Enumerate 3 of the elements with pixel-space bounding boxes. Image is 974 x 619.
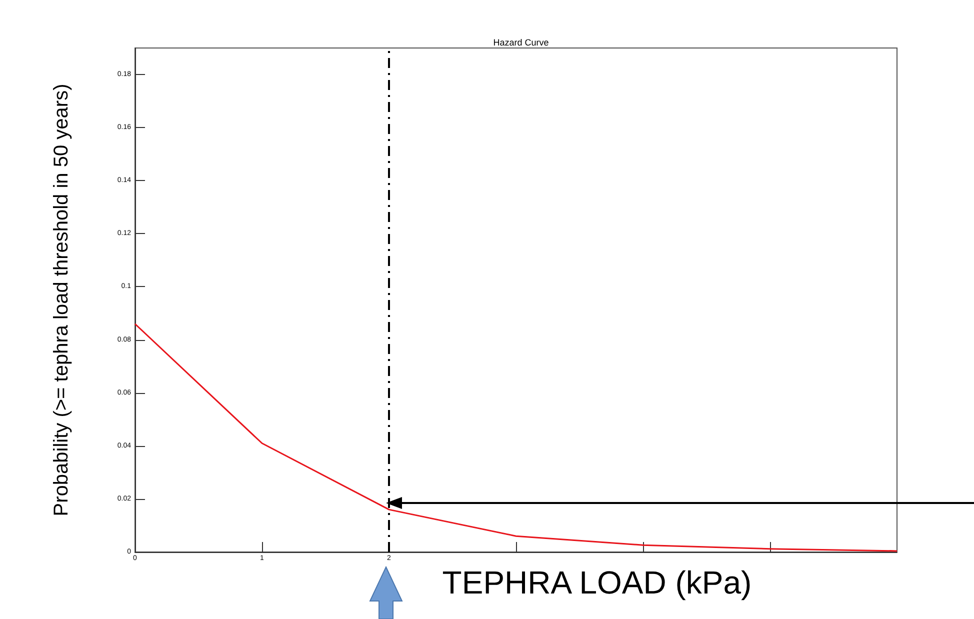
x-axis-title: TEPHRA LOAD (kPa) (442, 564, 752, 602)
y-axis-title: Probability (>= tephra load threshold in 50 years) (50, 84, 74, 516)
chart-title: Hazard Curve (493, 38, 549, 48)
